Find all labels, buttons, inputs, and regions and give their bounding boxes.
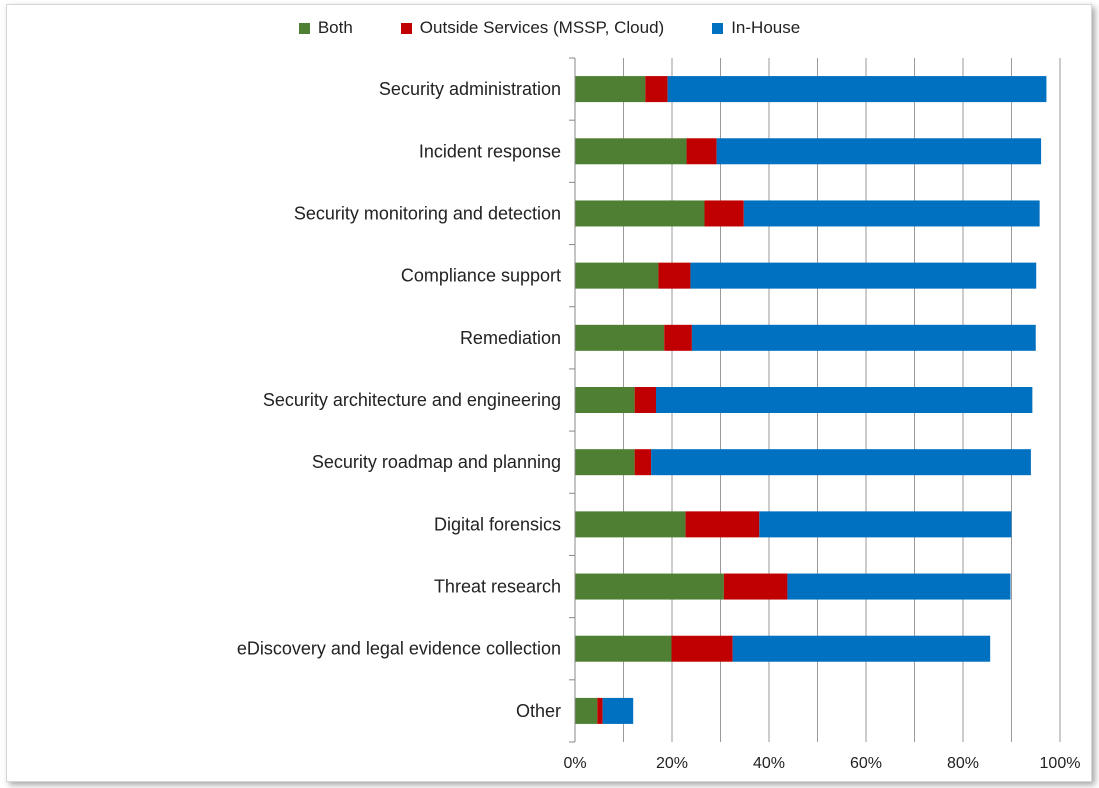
bar-segment-in-house bbox=[602, 697, 634, 724]
category-label: Security administration bbox=[379, 79, 561, 99]
bar-segment-in-house bbox=[655, 387, 1033, 413]
bar-segment-both bbox=[575, 573, 724, 600]
bar-segment-outside-services-mssp-cloud bbox=[686, 138, 717, 165]
x-tick-label: 0% bbox=[563, 755, 586, 772]
bar-segment-both bbox=[575, 262, 659, 289]
legend-swatch-both bbox=[298, 22, 310, 34]
legend-label-outside-services: Outside Services (MSSP, Cloud) bbox=[419, 18, 665, 37]
bar-segment-both bbox=[575, 76, 646, 103]
bar-segment-in-house bbox=[732, 635, 991, 662]
bar-segment-outside-services-mssp-cloud bbox=[645, 76, 668, 103]
bar-segment-in-house bbox=[787, 573, 1011, 600]
x-tick-label: 40% bbox=[753, 755, 785, 772]
legend-label-both: Both bbox=[317, 18, 353, 37]
legend-label-in-house: In-House bbox=[731, 18, 801, 37]
x-tick-label: 80% bbox=[947, 755, 979, 772]
bar-segment-both bbox=[575, 511, 686, 538]
bar-segment-outside-services-mssp-cloud bbox=[597, 697, 603, 724]
bar-segment-outside-services-mssp-cloud bbox=[723, 573, 788, 600]
bar-segment-in-house bbox=[743, 200, 1040, 227]
category-label: eDiscovery and legal evidence collection bbox=[237, 639, 561, 659]
legend-item-outside-services: Outside Services (MSSP, Cloud) bbox=[400, 18, 665, 38]
legend-swatch-in-house bbox=[712, 22, 724, 34]
bar-segment-in-house bbox=[716, 138, 1042, 165]
bar-segment-in-house bbox=[691, 324, 1036, 351]
bar-segment-both bbox=[575, 697, 598, 724]
bar-segment-outside-services-mssp-cloud bbox=[634, 449, 652, 476]
category-label: Security architecture and engineering bbox=[263, 390, 561, 410]
category-label: Security monitoring and detection bbox=[294, 203, 561, 223]
bar-segment-outside-services-mssp-cloud bbox=[704, 200, 744, 227]
category-label: Compliance support bbox=[401, 266, 561, 286]
legend-swatch-outside-services bbox=[400, 22, 412, 34]
x-tick-label: 20% bbox=[656, 755, 688, 772]
legend-item-in-house: In-House bbox=[712, 18, 800, 38]
bar-segment-in-house bbox=[759, 511, 1012, 538]
x-tick-label: 60% bbox=[850, 755, 882, 772]
bar-segment-in-house bbox=[667, 76, 1047, 103]
chart-legend: Both Outside Services (MSSP, Cloud) In-H… bbox=[0, 18, 1099, 38]
category-label: Security roadmap and planning bbox=[312, 452, 561, 472]
bar-segment-outside-services-mssp-cloud bbox=[634, 387, 656, 413]
category-label: Other bbox=[516, 701, 561, 721]
category-label: Digital forensics bbox=[434, 514, 561, 534]
bar-segment-outside-services-mssp-cloud bbox=[671, 635, 733, 662]
legend-item-both: Both bbox=[298, 18, 353, 38]
bar-segment-both bbox=[575, 635, 672, 662]
bar-segment-both bbox=[575, 449, 635, 476]
bar-segment-outside-services-mssp-cloud bbox=[658, 262, 691, 289]
bar-segment-both bbox=[575, 138, 687, 165]
category-label: Incident response bbox=[419, 141, 561, 161]
category-label: Threat research bbox=[434, 577, 561, 597]
x-tick-label: 100% bbox=[1040, 755, 1081, 772]
bar-segment-in-house bbox=[690, 262, 1037, 289]
bar-segment-both bbox=[575, 200, 705, 227]
category-label: Remediation bbox=[460, 328, 561, 348]
bar-segment-both bbox=[575, 324, 665, 351]
bar-segment-both bbox=[575, 387, 635, 413]
bar-segment-outside-services-mssp-cloud bbox=[685, 511, 760, 538]
bar-segment-outside-services-mssp-cloud bbox=[664, 324, 692, 351]
bar-segment-in-house bbox=[651, 449, 1031, 476]
